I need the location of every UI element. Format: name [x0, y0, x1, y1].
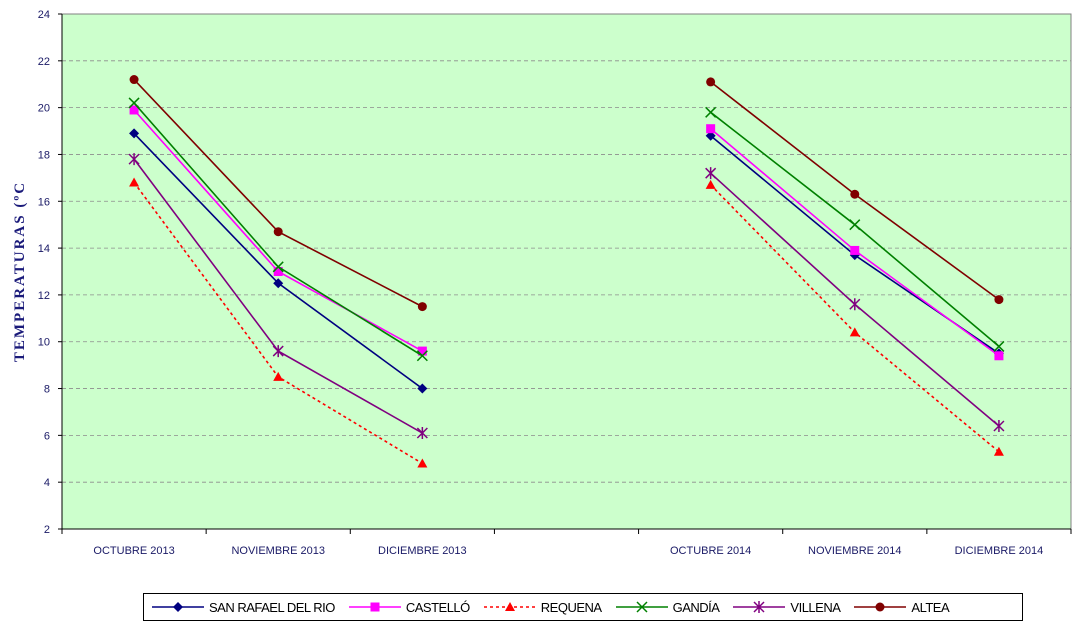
legend-item: SAN RAFAEL DEL RIO [150, 600, 335, 615]
y-tick-label: 6 [44, 430, 50, 442]
y-tick-label: 22 [38, 56, 50, 68]
data-point [129, 75, 139, 85]
series-1 [129, 105, 1004, 361]
data-point [417, 302, 427, 312]
plot-area [61, 13, 1072, 530]
legend-item: VILLENA [731, 599, 841, 615]
legend-swatch [152, 602, 204, 612]
legend-swatch [483, 602, 536, 611]
legend-swatch [348, 602, 401, 612]
y-axis-label: TEMPERATURAS (ºC [12, 181, 28, 362]
data-point [417, 458, 428, 468]
data-point [272, 261, 284, 273]
data-point [272, 345, 284, 358]
x-tick-label: DICIEMBRE 2013 [378, 545, 467, 557]
data-point [705, 130, 716, 141]
data-point [993, 446, 1004, 456]
legend: SAN RAFAEL DEL RIO CASTELLÓ REQUENA GANDÍA V… [143, 593, 1023, 621]
legend-label: SAN RAFAEL DEL RIO [209, 599, 335, 615]
data-point [849, 298, 861, 311]
y-tick-label: 20 [38, 103, 50, 115]
data-point [875, 602, 885, 612]
legend-label: GANDÍA [672, 599, 720, 615]
legend-item: REQUENA [482, 600, 602, 615]
data-point [850, 189, 860, 199]
data-point [504, 602, 515, 611]
data-point [416, 427, 428, 440]
data-point [273, 227, 283, 237]
axes [61, 14, 1072, 534]
data-point [706, 77, 716, 87]
data-point [128, 153, 140, 166]
series-3 [128, 97, 1005, 362]
data-point [129, 177, 140, 187]
legend-label: REQUENA [540, 599, 602, 615]
y-tick-label: 24 [38, 9, 50, 21]
legend-label: VILLENA [790, 599, 841, 615]
x-tick-label: DICIEMBRE 2014 [955, 545, 1044, 557]
gridlines [58, 13, 1071, 530]
x-tick-label: NOVIEMBRE 2014 [808, 545, 902, 557]
data-point [993, 340, 1005, 352]
y-tick-label: 10 [38, 337, 50, 349]
data-point [849, 327, 860, 337]
y-tick-label: 16 [38, 196, 50, 208]
data-point [273, 278, 284, 289]
data-point [753, 601, 765, 613]
legend-swatch [733, 601, 786, 613]
data-point [416, 350, 428, 362]
legend-item: GANDÍA [614, 600, 720, 615]
y-tick-label: 4 [44, 477, 50, 489]
data-point [705, 106, 717, 118]
data-point [849, 219, 861, 231]
data-point [705, 167, 717, 180]
data-point [705, 179, 716, 189]
data-point [129, 105, 139, 115]
data-point [993, 420, 1005, 432]
series-5 [129, 75, 1004, 312]
series-2 [129, 177, 1004, 468]
data-point [994, 295, 1004, 305]
data-point [129, 128, 140, 139]
series-4 [128, 153, 1005, 440]
legend-swatch [854, 602, 907, 612]
x-tick-label: OCTUBRE 2013 [93, 545, 174, 557]
data-point [173, 602, 183, 612]
data-point [706, 124, 716, 134]
x-tick-label: NOVIEMBRE 2013 [231, 545, 325, 557]
legend-label: CASTELLÓ [405, 599, 470, 615]
data-point [128, 97, 140, 109]
data-point [273, 267, 283, 276]
y-tick-label: 8 [44, 384, 50, 396]
legend-item: CASTELLÓ [347, 600, 470, 615]
legend-item: ALTEA [852, 599, 950, 615]
y-tick-label: 18 [38, 149, 50, 161]
data-point [417, 383, 428, 394]
data-point [636, 601, 648, 613]
x-tick-labels: OCTUBRE 2013 NOVIEMBRE 2013 DICIEMBRE 2013… [93, 545, 1043, 557]
data-point [370, 602, 380, 612]
y-tick-label: 2 [44, 524, 50, 536]
y-tick-label: 12 [38, 290, 50, 302]
legend-label: ALTEA [911, 599, 950, 615]
series-lines [128, 75, 1005, 468]
legend-swatch [615, 601, 668, 613]
data-point [994, 351, 1004, 361]
y-tick-label: 14 [38, 243, 50, 255]
data-point [850, 245, 860, 255]
data-point [417, 346, 427, 356]
x-tick-label: OCTUBRE 2014 [670, 545, 751, 557]
data-point [273, 371, 284, 381]
